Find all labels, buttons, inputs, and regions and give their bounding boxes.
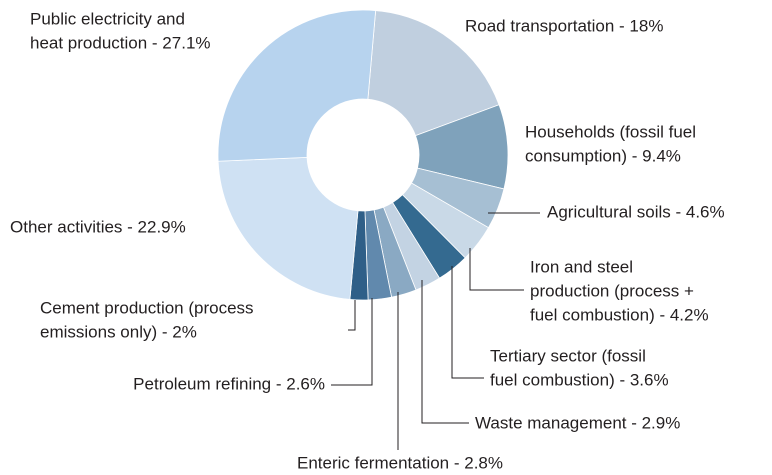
slice-label: Iron and steel xyxy=(530,257,633,276)
slice xyxy=(367,10,500,137)
slice-label: Waste management - 2.9% xyxy=(475,413,680,432)
slice-label: Other activities - 22.9% xyxy=(10,217,186,236)
slice-label: heat production - 27.1% xyxy=(30,33,211,52)
leader-line xyxy=(348,300,356,331)
slice-label: Enteric fermentation - 2.8% xyxy=(297,453,503,472)
slice-label: fuel combustion) - 3.6% xyxy=(490,370,669,389)
slice-label: Cement production (process xyxy=(40,298,254,317)
slice-label: consumption) - 9.4% xyxy=(525,146,681,165)
slice-label: Petroleum refining - 2.6% xyxy=(133,374,325,393)
slice-label: production (process + xyxy=(530,281,694,300)
slice-label: Agricultural soils - 4.6% xyxy=(547,202,725,221)
slice xyxy=(217,156,359,300)
slice-label: emissions only) - 2% xyxy=(40,322,197,341)
slice-label: Road transportation - 18% xyxy=(465,16,663,35)
leader-line xyxy=(469,248,524,291)
slice-label: Public electricity and xyxy=(30,9,185,28)
leader-line xyxy=(421,280,469,424)
slice-label: Tertiary sector (fossil xyxy=(490,346,646,365)
slice xyxy=(217,9,377,162)
leader-line xyxy=(331,298,373,386)
leader-line xyxy=(451,266,484,379)
slice-label: Households (fossil fuel xyxy=(525,122,696,141)
slice-label: fuel combustion) - 4.2% xyxy=(530,305,709,324)
